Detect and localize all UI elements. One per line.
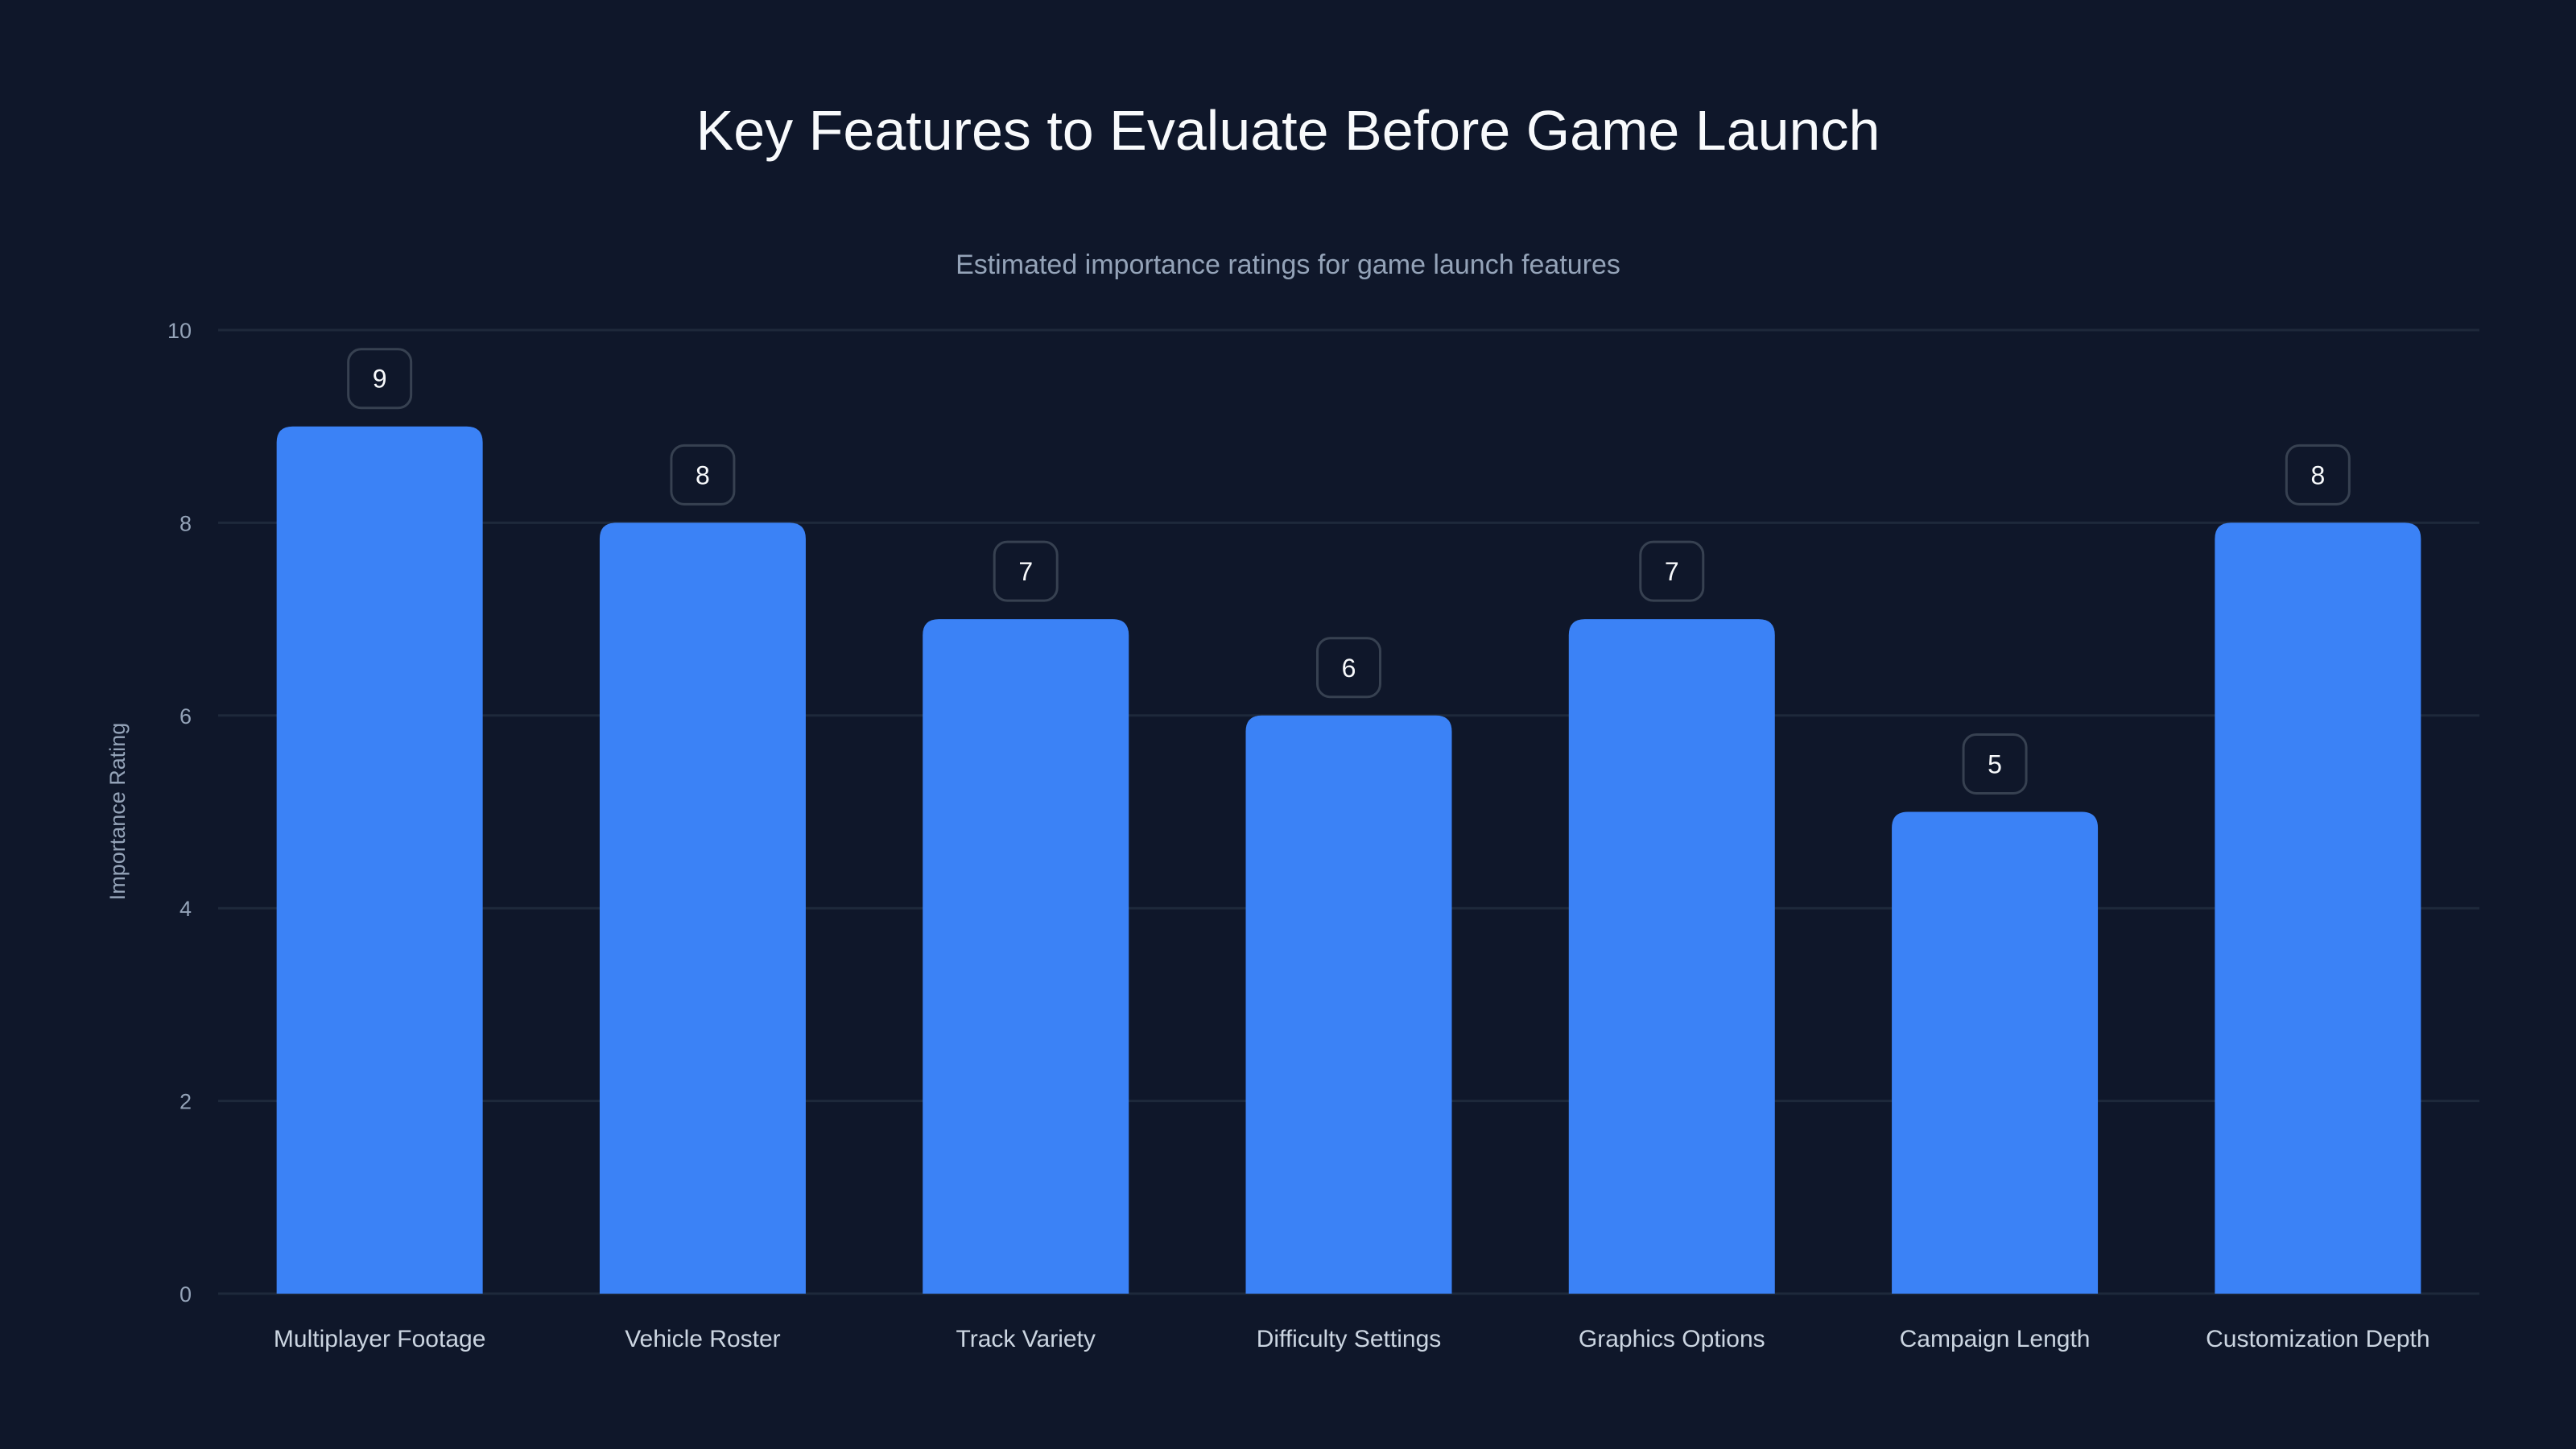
y-tick-label: 2 xyxy=(180,1090,192,1114)
value-label-box xyxy=(1639,540,1705,602)
x-tick-label: Difficulty Settings xyxy=(1257,1326,1442,1352)
value-label-box xyxy=(670,444,736,506)
value-label-box xyxy=(993,540,1059,602)
y-tick-label: 10 xyxy=(167,319,192,343)
value-label-box xyxy=(2285,444,2351,506)
value-label: 9 xyxy=(373,365,387,394)
bar xyxy=(1568,619,1775,1294)
bar xyxy=(2215,522,2421,1294)
bar xyxy=(1245,715,1452,1294)
bar xyxy=(276,426,483,1294)
y-axis-label: Importance Rating xyxy=(105,723,130,901)
bar xyxy=(599,522,806,1294)
x-tick-label: Campaign Length xyxy=(1900,1326,2091,1352)
y-tick-label: 4 xyxy=(180,897,192,921)
value-label-box xyxy=(347,348,413,410)
value-label-box xyxy=(1962,733,2028,795)
x-tick-label: Multiplayer Footage xyxy=(274,1326,485,1352)
bar xyxy=(923,619,1129,1294)
chart-subtitle: Estimated importance ratings for game la… xyxy=(956,250,1620,280)
y-tick-label: 0 xyxy=(180,1282,192,1307)
value-label: 8 xyxy=(696,460,710,489)
value-label: 7 xyxy=(1665,557,1679,586)
chart-title: Key Features to Evaluate Before Game Lau… xyxy=(696,99,1880,162)
x-tick-label: Track Variety xyxy=(956,1326,1096,1352)
value-label: 7 xyxy=(1018,557,1033,586)
x-tick-label: Customization Depth xyxy=(2206,1326,2429,1352)
x-tick-label: Vehicle Roster xyxy=(625,1326,780,1352)
x-tick-label: Graphics Options xyxy=(1579,1326,1765,1352)
value-label: 8 xyxy=(2310,460,2325,489)
y-tick-label: 8 xyxy=(180,511,192,535)
value-label: 6 xyxy=(1342,654,1356,683)
value-label: 5 xyxy=(1988,750,2002,779)
value-label-box xyxy=(1316,637,1381,699)
bar xyxy=(1892,811,2099,1294)
y-tick-label: 6 xyxy=(180,704,192,729)
